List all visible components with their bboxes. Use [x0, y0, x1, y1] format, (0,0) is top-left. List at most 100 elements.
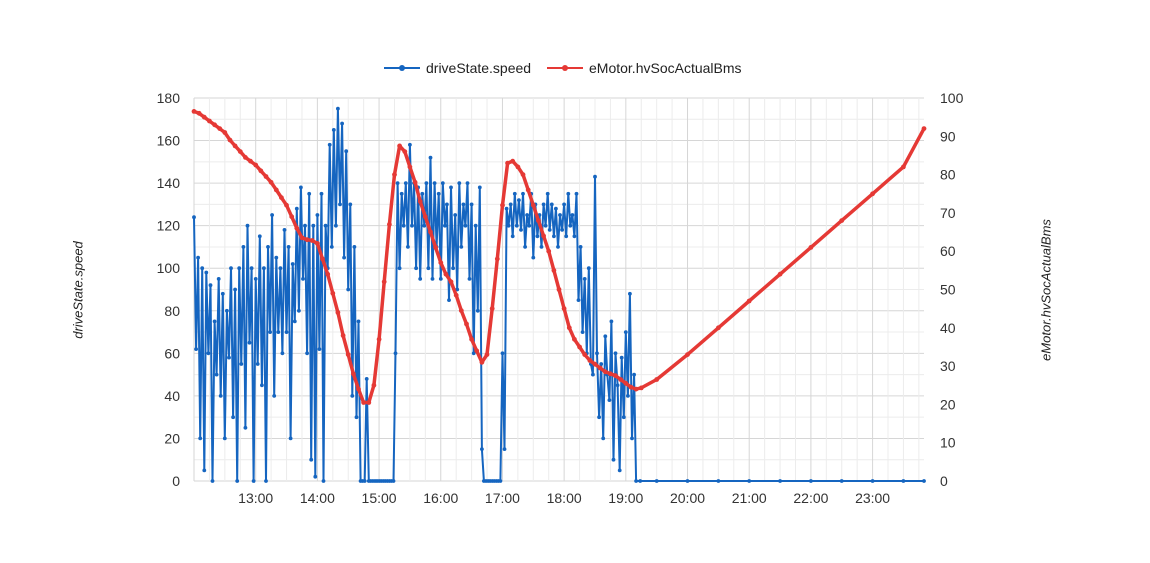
data-point-0 — [475, 308, 480, 313]
data-point-1 — [515, 164, 521, 170]
data-point-0 — [430, 277, 435, 281]
data-point-0 — [599, 362, 604, 366]
data-point-0 — [346, 287, 351, 292]
data-point-0 — [418, 277, 423, 281]
y-tick-label-right: 100 — [940, 90, 964, 106]
data-point-0 — [638, 479, 643, 483]
data-point-0 — [249, 266, 254, 271]
data-point-0 — [517, 198, 521, 203]
data-point-1 — [453, 292, 459, 298]
data-point-0 — [216, 277, 221, 281]
data-point-0 — [327, 142, 332, 147]
data-point-1 — [289, 214, 295, 220]
data-point-1 — [361, 400, 366, 405]
data-point-1 — [397, 143, 402, 149]
data-point-1 — [387, 222, 392, 227]
data-point-0 — [471, 351, 476, 356]
data-point-0 — [313, 474, 318, 479]
data-point-0 — [539, 245, 544, 249]
data-point-0 — [570, 213, 575, 217]
data-point-1 — [479, 359, 485, 365]
y-tick-label-right: 60 — [940, 243, 956, 259]
y-tick-label-right: 70 — [940, 205, 956, 221]
data-point-0 — [568, 223, 573, 228]
data-point-1 — [248, 158, 253, 164]
data-point-0 — [393, 351, 398, 356]
data-point-0 — [611, 457, 616, 462]
data-point-1 — [315, 241, 320, 246]
data-point-0 — [506, 223, 511, 228]
data-point-0 — [597, 415, 601, 420]
data-point-0 — [202, 468, 207, 473]
data-point-0 — [399, 191, 404, 196]
data-point-0 — [262, 266, 266, 271]
data-point-0 — [340, 121, 344, 126]
y-tick-label-left: 120 — [157, 218, 181, 234]
data-point-0 — [623, 330, 628, 334]
data-point-1 — [685, 352, 690, 357]
data-point-0 — [241, 245, 246, 249]
data-point-1 — [808, 245, 814, 250]
data-point-0 — [716, 479, 721, 483]
data-point-0 — [194, 347, 199, 351]
data-point-1 — [212, 122, 218, 128]
data-point-0 — [294, 206, 299, 211]
y-axis-title-left: driveState.speed — [70, 241, 86, 339]
data-point-1 — [284, 202, 289, 208]
data-point-0 — [229, 266, 233, 271]
data-point-0 — [282, 228, 287, 232]
data-point-1 — [320, 256, 325, 262]
data-point-0 — [290, 262, 295, 266]
data-point-0 — [350, 394, 355, 398]
data-point-0 — [212, 319, 217, 324]
data-point-0 — [601, 436, 606, 441]
data-point-0 — [204, 270, 209, 275]
data-point-0 — [198, 436, 203, 441]
data-point-0 — [685, 479, 690, 483]
data-point-0 — [315, 213, 320, 217]
data-point-0 — [410, 223, 414, 228]
data-point-1 — [407, 164, 413, 170]
legend-item-speed[interactable]: driveState.speed — [384, 58, 531, 78]
data-point-0 — [264, 479, 268, 483]
data-point-1 — [602, 369, 608, 375]
data-point-0 — [235, 479, 240, 483]
data-point-1 — [525, 187, 531, 193]
data-point-1 — [376, 336, 382, 342]
data-point-1 — [541, 233, 546, 239]
data-point-1 — [356, 386, 361, 392]
data-point-0 — [253, 277, 258, 281]
data-point-0 — [632, 372, 636, 377]
data-point-1 — [530, 202, 536, 208]
data-point-0 — [514, 223, 519, 228]
data-point-0 — [747, 479, 752, 483]
data-point-0 — [615, 383, 620, 388]
legend-label-speed: driveState.speed — [426, 60, 532, 76]
x-tick-label: 18:00 — [547, 490, 582, 506]
y-tick-label-left: 80 — [164, 303, 180, 319]
data-point-1 — [608, 371, 613, 377]
data-point-0 — [272, 394, 277, 398]
data-point-0 — [432, 181, 437, 186]
data-point-0 — [255, 362, 260, 366]
data-point-0 — [321, 479, 326, 483]
data-point-0 — [218, 394, 223, 398]
y-tick-label-left: 40 — [164, 388, 180, 404]
data-point-0 — [634, 479, 638, 483]
data-point-0 — [403, 181, 408, 186]
data-point-0 — [274, 255, 279, 260]
data-point-1 — [628, 384, 634, 390]
data-point-1 — [428, 229, 433, 235]
legend-item-soc[interactable]: eMotor.hvSocActualBms — [547, 58, 742, 78]
data-point-0 — [512, 191, 517, 196]
data-point-1 — [232, 143, 238, 149]
data-point-0 — [552, 234, 556, 239]
data-point-0 — [443, 223, 447, 228]
data-point-0 — [243, 425, 248, 430]
x-tick-label: 13:00 — [238, 490, 273, 506]
data-point-0 — [922, 479, 926, 483]
y-tick-label-left: 20 — [164, 430, 180, 446]
data-point-1 — [921, 126, 927, 131]
